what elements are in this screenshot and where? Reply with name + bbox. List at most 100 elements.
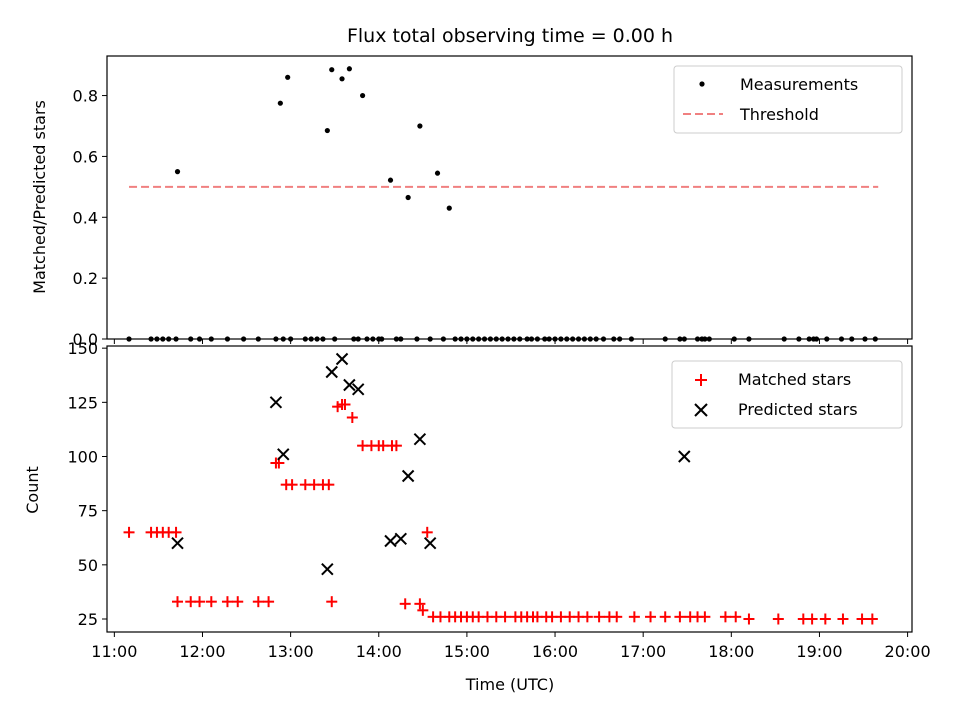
matched-star-point	[194, 596, 206, 608]
predicted-star-point	[171, 536, 184, 550]
measurement-point	[446, 205, 452, 211]
legend-marker-matched-stars	[695, 374, 707, 386]
matched-star-point	[399, 598, 411, 610]
matched-star-point	[611, 611, 623, 623]
top-y-tick-label: 0.6	[73, 147, 98, 166]
bottom-y-tick-label: 125	[67, 393, 98, 412]
bottom-y-ticks: 25 50 75 100 125 150	[67, 339, 107, 629]
matched-star-point	[326, 596, 338, 608]
top-y-tick-label: 0.2	[73, 269, 98, 288]
bottom-y-axis-title: Count	[23, 466, 42, 514]
matched-star-point	[645, 611, 657, 623]
matched-star-point	[659, 611, 671, 623]
measurement-point	[434, 170, 441, 176]
matched-star-point	[286, 479, 298, 491]
top-y-tick-label: 0.0	[73, 330, 98, 349]
measurement-point	[417, 123, 423, 129]
matched-star-point	[674, 611, 686, 623]
legend-label-measurements: Measurements	[740, 75, 858, 94]
top-legend-box	[673, 65, 903, 134]
bottom-axes-frame	[106, 345, 913, 633]
matched-star-point	[205, 596, 217, 608]
matched-star-point	[221, 596, 233, 608]
matched-star-point	[593, 611, 605, 623]
measurement-point	[339, 76, 345, 82]
matched-star-point	[837, 613, 849, 625]
top-y-tick-label: 0.4	[73, 208, 98, 227]
matched-star-point	[263, 596, 275, 608]
matched-star-point	[581, 611, 593, 623]
matched-star-point	[123, 526, 135, 538]
x-tick-label: 11:00	[91, 642, 137, 661]
matched-star-point	[170, 526, 182, 538]
predicted-star-point	[351, 383, 365, 396]
matched-star-point	[339, 399, 351, 410]
measurement-point	[405, 194, 411, 201]
bottom-legend-box	[671, 360, 903, 429]
x-tick-label: 17:00	[620, 642, 666, 661]
measurement-point	[285, 74, 291, 80]
top-y-axis-title: Matched/Predicted stars	[30, 100, 49, 294]
predicted-star-point	[423, 536, 437, 550]
predicted-star-point	[401, 469, 415, 483]
x-tick-label: 19:00	[796, 642, 842, 661]
bottom-y-tick-label: 75	[78, 502, 98, 521]
x-tick-label: 18:00	[708, 642, 754, 661]
legend-marker-measurements	[699, 81, 705, 87]
measurement-point	[174, 169, 181, 175]
predicted-star-point	[321, 562, 334, 576]
matched-star-point	[499, 611, 511, 623]
matched-star-point	[866, 613, 878, 625]
bottom-x-ticks: 11:00 12:00 13:00 14:00 15:00 16:00 17:00 18:00…	[91, 632, 931, 661]
x-tick-label: 15:00	[444, 642, 490, 661]
matched-star-point	[699, 611, 711, 623]
predicted-star-point	[678, 450, 691, 463]
legend-label-matched-stars: Matched stars	[738, 370, 851, 389]
legend-label-predicted-stars: Predicted stars	[738, 400, 858, 419]
legend-marker-predicted-stars	[694, 403, 708, 417]
measurement-point	[329, 67, 335, 73]
measurement-point	[324, 127, 330, 134]
matched-star-point	[172, 596, 184, 608]
predicted-star-point	[277, 448, 290, 461]
matched-star-point	[719, 611, 731, 623]
x-tick-label: 13:00	[268, 642, 314, 661]
legend-label-threshold: Threshold	[739, 105, 819, 124]
matched-star-point	[730, 611, 742, 623]
x-tick-label: 12:00	[179, 642, 225, 661]
matched-star-point	[232, 596, 244, 608]
bottom-y-tick-label: 25	[78, 610, 98, 629]
bottom-y-tick-label: 100	[67, 448, 98, 467]
predicted-star-point	[394, 532, 408, 546]
matched-star-point	[628, 611, 640, 623]
measurement-point	[360, 92, 366, 99]
predicted-star-point	[413, 432, 427, 446]
predicted-star-point	[335, 352, 349, 366]
chart-title: Flux total observing time = 0.00 h	[347, 25, 673, 47]
measurement-point	[277, 100, 283, 106]
matched-star-point	[743, 613, 755, 625]
matched-star-point	[819, 613, 831, 625]
top-y-ticks: 0.0 0.2 0.4 0.6 0.8	[73, 87, 107, 349]
matched-star-point	[856, 613, 868, 625]
matched-star-point	[417, 604, 429, 616]
x-tick-label: 16:00	[532, 642, 578, 661]
top-axes-frame	[106, 55, 913, 340]
top-x-ticks	[113, 339, 909, 344]
top-panel: 0.00.20.40.60.8 Matched/Predicted stars …	[30, 55, 913, 349]
matched-star-point	[772, 613, 784, 625]
measurement-point	[387, 177, 394, 183]
bottom-y-tick-label: 50	[78, 556, 98, 575]
bottom-panel: 25 50 75 100 125 150 11:00 12:00 13:00 14:00 15:0…	[23, 339, 931, 694]
bottom-legend: Matched stars Predicted stars	[671, 360, 903, 429]
x-tick-label: 20:00	[885, 642, 931, 661]
predicted-star-point	[269, 396, 283, 409]
measurement-point	[346, 66, 352, 72]
matched-star-point	[346, 412, 358, 423]
top-y-tick-label: 0.8	[73, 87, 98, 106]
matched-star-point	[421, 526, 433, 538]
x-tick-label: 14:00	[356, 642, 402, 661]
x-axis-title: Time (UTC)	[465, 675, 554, 694]
matched-star-point	[390, 440, 402, 452]
